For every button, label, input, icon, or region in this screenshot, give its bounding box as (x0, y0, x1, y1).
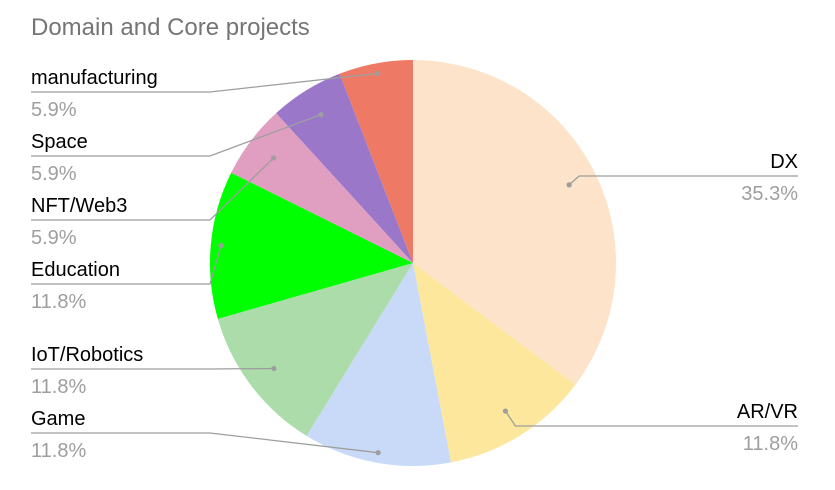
leader-line (31, 72, 378, 93)
slice-percent: 11.8% (743, 433, 798, 455)
pie-slice (306, 263, 451, 466)
pie-slice (209, 172, 413, 319)
pie-slice (413, 263, 576, 463)
slice-percent: 11.8% (31, 440, 86, 462)
leader-line (568, 175, 798, 186)
slice-label: NFT/Web3 (31, 195, 127, 217)
slice-percent: 5.9% (31, 163, 77, 185)
leader-dot (374, 70, 381, 77)
chart-title: Domain and Core projects (31, 14, 310, 41)
slice-label: manufacturing (31, 67, 158, 89)
pie-slice (339, 60, 413, 263)
leader-dot (318, 112, 324, 118)
slice-percent: 35.3% (741, 183, 798, 205)
slice-percent: 5.9% (31, 227, 77, 249)
pie-slices (209, 60, 616, 466)
leader-dot (271, 365, 277, 372)
pie-slice (217, 263, 413, 436)
leader-dot (375, 450, 381, 456)
leader-line (31, 114, 322, 157)
slice-label: Education (31, 259, 120, 281)
slice-label: DX (770, 151, 798, 173)
leader-dot (566, 182, 572, 188)
leader-line (31, 245, 222, 285)
leader-dot (502, 408, 509, 414)
slice-label: AR/VR (737, 401, 798, 423)
leader-line (31, 157, 275, 221)
slice-percent: 5.9% (31, 99, 77, 121)
pie-slice (413, 60, 616, 385)
leader-dot (218, 242, 224, 249)
leader-dot (270, 155, 277, 161)
pie-slice (231, 113, 413, 263)
slice-percent: 11.8% (31, 376, 86, 398)
slice-percent: 11.8% (31, 291, 86, 313)
slice-label: Space (31, 131, 88, 153)
slice-label: IoT/Robotics (31, 344, 143, 366)
pie-slice (276, 73, 413, 263)
leader-line (31, 432, 379, 454)
pie-labels: DX 35.3% AR/VR 11.8% Game 11.8% IoT/Robotics 11… (31, 67, 798, 462)
slice-label: Game (31, 408, 85, 430)
leader-line (504, 410, 798, 427)
